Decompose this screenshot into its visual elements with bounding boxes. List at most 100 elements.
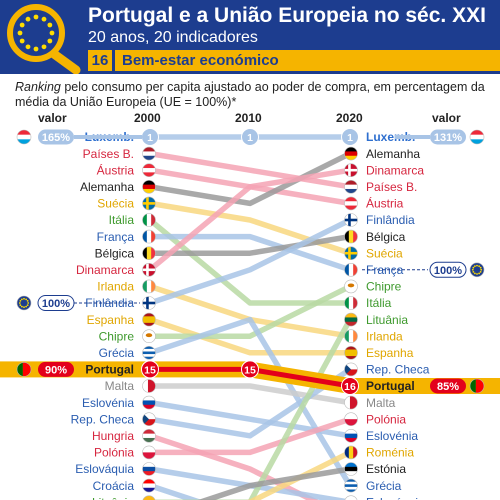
rank-badge [341, 128, 359, 146]
star-icon [478, 265, 480, 268]
star-icon [23, 306, 25, 309]
flag-icon [344, 180, 358, 194]
country-label-chipre: Chipre [99, 329, 135, 343]
country-label-austria: Áustria [97, 162, 135, 177]
flag-icon [16, 129, 32, 145]
flag-icon [344, 229, 358, 244]
star-icon [476, 264, 478, 267]
star-icon [17, 30, 23, 36]
star-icon [472, 271, 475, 273]
series-line-dinamarca [148, 167, 351, 272]
country-label-polonia: Polónia [94, 446, 134, 460]
flag-icon [16, 295, 32, 311]
series-line-franca [150, 233, 351, 273]
series-lines [148, 134, 353, 500]
star-icon [480, 268, 483, 271]
country-label-espanha: Espanha [87, 313, 135, 327]
rank-badge-label: 15 [144, 364, 156, 376]
flag-icon [142, 262, 156, 277]
star-icon [33, 46, 39, 52]
star-icon [21, 298, 23, 301]
flag-icon [344, 412, 358, 427]
country-label-alemanha: Alemanha [80, 180, 134, 194]
rank-badge [341, 377, 359, 395]
rank-badge [241, 128, 259, 146]
series-line-romenia [246, 449, 352, 500]
country-label-lituania: Lituânia [366, 313, 408, 327]
series-line-estonia [197, 466, 351, 500]
flag-icon [344, 478, 358, 493]
flag-icon [142, 495, 156, 500]
star-icon [26, 304, 29, 306]
star-icon [27, 302, 30, 304]
series-line-espanha [149, 316, 350, 356]
country-label-eslovaquia: Eslováquia [75, 462, 134, 476]
value-pill [430, 378, 466, 394]
flag-icon [142, 146, 156, 161]
flag-icon [142, 395, 156, 410]
flag-icon [142, 246, 156, 260]
flag-icon [344, 279, 358, 294]
star-icon [471, 268, 474, 271]
flag-icon [142, 445, 156, 460]
flag-icon [142, 412, 156, 427]
value-pill [430, 129, 466, 145]
flag-icon [142, 345, 156, 360]
star-icon [472, 266, 475, 269]
rank-badges: 1 15 1 15 1 16 [141, 128, 359, 395]
section-title: Bem-estar económico [115, 50, 500, 71]
value-label-luxemb-right: 131% [434, 132, 462, 144]
country-label-portugal: Portugal [366, 379, 415, 393]
value-label-portugal-left: 90% [45, 364, 67, 376]
series-line-paises-b [149, 150, 351, 190]
value-pill [38, 129, 74, 145]
country-label-irlanda: Irlanda [97, 280, 134, 294]
country-label-paises-b: Países B. [366, 180, 417, 194]
country-label-romenia: Roménia [366, 446, 414, 460]
country-label-lituania: Lituânia [92, 495, 134, 500]
header-bar: Portugal e a União Europeia no séc. XXI … [0, 0, 500, 74]
country-label-malta: Malta [366, 396, 396, 410]
country-label-irlanda: Irlanda [366, 329, 403, 343]
star-icon [19, 300, 22, 302]
star-icon [19, 304, 22, 306]
country-label-suecia: Suécia [97, 197, 134, 211]
flag-icon [344, 428, 358, 443]
flag-icon [344, 495, 358, 500]
country-label-dinamarca: Dinamarca [366, 163, 424, 177]
country-label-eslovenia: Eslovénia [82, 396, 134, 410]
value-label-luxemb-left: 165% [42, 132, 70, 144]
value-label-ue-left: 100% [42, 298, 70, 310]
country-label-portugal: Portugal [85, 363, 134, 377]
section-number: 16 [88, 50, 112, 71]
star-icon [476, 273, 478, 275]
star-icon [47, 38, 53, 44]
country-label-estonia: Estónia [366, 462, 406, 476]
flag-icon [344, 329, 358, 344]
year-header-2010: 2010 [235, 111, 262, 125]
country-label-italia: Itália [109, 213, 135, 227]
country-label-rep-checa: Rep. Checa [71, 412, 135, 426]
rank-badge-label: 1 [147, 132, 153, 144]
country-label-croacia: Croácia [93, 479, 135, 493]
flag-icon [142, 229, 156, 244]
series-line-belgica [150, 233, 351, 256]
value-pill [37, 295, 75, 311]
country-label-hungria: Hungria [92, 429, 134, 443]
country-labels: Luxemb.Países B.Países B.ÁustriaÁustriaA… [71, 130, 430, 500]
rank-badge-label: 1 [347, 132, 353, 144]
flag-icon [344, 262, 358, 277]
country-label-belgica: Bélgica [95, 246, 135, 260]
flag-icon [142, 329, 156, 344]
country-label-paises-b: Países B. [83, 147, 134, 161]
country-label-franca: França [97, 230, 135, 244]
star-icon [33, 14, 39, 20]
star-icon [479, 271, 482, 273]
star-icon [25, 298, 27, 301]
star-icon [49, 30, 55, 36]
flag-icon [344, 445, 358, 460]
flag-icon [344, 345, 358, 360]
star-icon [25, 305, 27, 308]
country-label-eslovaquia: Eslováquia [366, 495, 425, 500]
country-label-espanha: Espanha [366, 346, 414, 360]
